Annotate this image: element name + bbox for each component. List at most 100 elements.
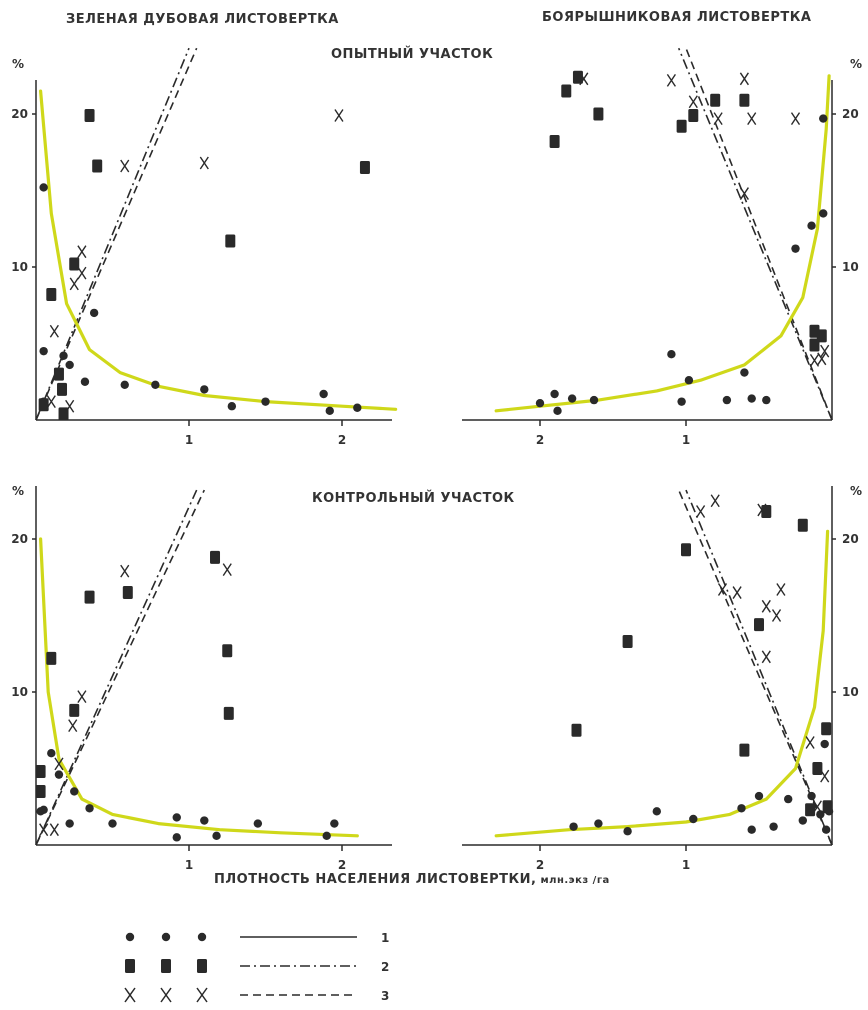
- data-point-x: [790, 112, 801, 125]
- data-point-dot: [70, 787, 79, 796]
- fit-curve: [494, 529, 830, 838]
- data-point-dot: [54, 770, 64, 779]
- x-tick-label: 1: [185, 858, 193, 872]
- data-point-dot: [65, 360, 74, 370]
- data-point-square: [809, 338, 820, 352]
- data-point-square: [92, 159, 103, 173]
- x-marker-stroke: [46, 395, 56, 409]
- x-marker-stroke: [199, 156, 209, 170]
- data-point-dot: [200, 385, 209, 394]
- data-point-dot: [769, 822, 778, 831]
- data-point-square: [57, 382, 68, 396]
- fit-curve: [39, 537, 359, 838]
- data-point-square: [816, 329, 827, 343]
- x-marker-stroke: [805, 736, 815, 749]
- y-tick-label: 10: [11, 260, 28, 274]
- data-point-dot: [253, 819, 263, 828]
- data-point-x: [805, 736, 815, 749]
- x-marker-stroke: [196, 987, 208, 1003]
- x-marker-stroke: [222, 563, 232, 576]
- title-left-species: ЗЕЛЕНАЯ ДУБОВАЯ ЛИСТОВЕРТКА: [66, 12, 339, 27]
- data-point-x: [820, 769, 830, 783]
- data-point-square: [35, 765, 46, 779]
- y-unit-label: %: [850, 57, 862, 71]
- data-point-dot: [65, 819, 74, 828]
- legend-label: 1: [381, 931, 389, 945]
- x-axis-label-main: ПЛОТНОСТЬ НАСЕЛЕНИЯ ЛИСТОВЕРТКИ,: [214, 872, 537, 887]
- data-point-dot: [821, 825, 831, 834]
- y-tick-label: 10: [842, 685, 859, 699]
- data-point-square: [710, 93, 721, 107]
- data-point-x: [120, 159, 130, 173]
- regression-line-dashed: [35, 47, 198, 421]
- data-point-square: [35, 784, 46, 798]
- panel-3: 10 20% 1 2: [11, 484, 392, 872]
- data-point-x: [334, 109, 344, 122]
- data-point-dot: [594, 819, 603, 828]
- x-marker-stroke: [717, 583, 728, 596]
- data-point-dot: [819, 209, 828, 218]
- data-point-dot: [151, 380, 160, 390]
- data-point-x: [69, 277, 79, 291]
- data-point-dot: [677, 397, 686, 406]
- data-point-dot: [59, 351, 68, 360]
- x-marker-stroke: [739, 187, 749, 200]
- data-point-square: [549, 135, 560, 149]
- data-point-x: [688, 95, 698, 109]
- data-point-dot: [319, 389, 328, 399]
- data-point-dot: [819, 114, 828, 123]
- data-point-x: [820, 344, 830, 358]
- title-experimental-plot: ОПЫТНЫЙ УЧАСТОК: [331, 47, 494, 62]
- data-point-x: [199, 156, 209, 170]
- x-marker-stroke: [761, 599, 771, 613]
- regression-line-dashed: [685, 47, 833, 421]
- data-point-x: [757, 503, 767, 517]
- title-control-plot: КОНТРОЛЬНЫЙ УЧАСТОК: [312, 491, 515, 506]
- x-marker-stroke: [713, 112, 723, 125]
- legend-marker-dot: [161, 932, 171, 942]
- legend-marker-dot: [125, 932, 135, 942]
- data-point-square: [225, 234, 236, 248]
- data-point-x: [761, 599, 771, 613]
- legend-row-3: 3: [124, 987, 389, 1003]
- data-point-square: [622, 635, 633, 649]
- data-point-square: [223, 706, 234, 720]
- legend-row-1: 1: [125, 931, 389, 945]
- x-marker-stroke: [771, 609, 782, 622]
- data-point-dot: [353, 403, 362, 412]
- data-point-square: [210, 550, 221, 564]
- data-point-square: [821, 722, 832, 736]
- data-point-x: [77, 266, 87, 280]
- data-point-dot: [330, 819, 339, 828]
- x-marker-stroke: [747, 112, 757, 125]
- x-axis-label: ПЛОТНОСТЬ НАСЕЛЕНИЯ ЛИСТОВЕРТКИ, млн.экз…: [214, 872, 610, 887]
- x-tick-label: 2: [536, 433, 544, 447]
- x-tick-label: 2: [338, 433, 346, 447]
- data-point-x: [49, 823, 59, 837]
- data-point-dot: [816, 810, 825, 819]
- y-tick-label: 20: [842, 532, 859, 546]
- x-marker-stroke: [812, 800, 822, 814]
- data-point-square: [84, 109, 95, 123]
- data-point-square: [822, 800, 833, 814]
- data-point-square: [797, 518, 808, 532]
- data-point-dot: [807, 791, 816, 801]
- legend-marker-x: [160, 987, 172, 1003]
- data-point-dot: [798, 816, 807, 825]
- data-point-x: [68, 719, 78, 733]
- data-point-dot: [47, 749, 56, 758]
- data-point-square: [561, 84, 572, 98]
- data-point-dot: [172, 813, 181, 822]
- data-point-dot: [227, 402, 237, 411]
- x-marker-stroke: [39, 823, 49, 837]
- legend-label: 2: [381, 960, 389, 974]
- x-tick-label: 2: [536, 858, 544, 872]
- data-point-square: [812, 762, 823, 775]
- data-point-dot: [722, 395, 732, 405]
- legend-marker-square: [197, 959, 207, 973]
- data-point-square: [571, 723, 582, 737]
- x-marker-stroke: [77, 266, 87, 280]
- x-marker-stroke: [120, 564, 130, 578]
- data-point-x: [739, 72, 749, 86]
- x-marker-stroke: [120, 159, 130, 173]
